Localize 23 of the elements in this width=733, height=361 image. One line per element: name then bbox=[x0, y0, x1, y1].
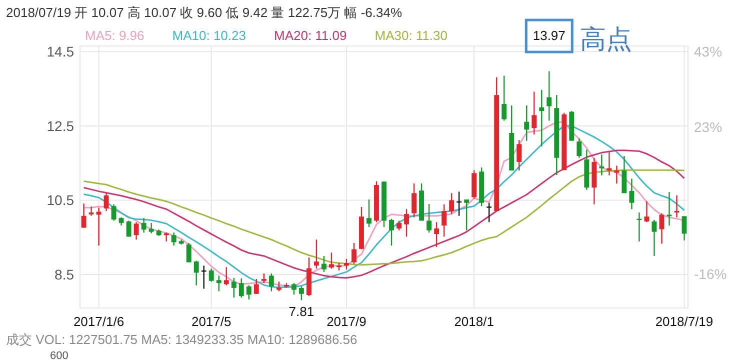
annotation-box: 13.97 bbox=[524, 18, 574, 54]
x-tick-label: 2017/1/6 bbox=[73, 314, 124, 329]
text: MA30: 11.30 bbox=[374, 28, 448, 43]
annotation: 高点 bbox=[580, 24, 632, 54]
text: MA10: 10.23 bbox=[172, 28, 246, 43]
x-tick-label: 2017/5 bbox=[191, 314, 232, 329]
y-tick-label: 14.5 bbox=[46, 44, 74, 60]
y-tick-label: 12.5 bbox=[46, 118, 74, 134]
text: MA20: 11.09 bbox=[274, 28, 347, 43]
x-tick-label: 2017/9 bbox=[326, 314, 366, 329]
y2-tick-label: -16% bbox=[694, 266, 727, 282]
annotation: 13.97 bbox=[532, 28, 566, 43]
y2-tick-label: 43% bbox=[694, 44, 722, 60]
y-tick-label: 8.5 bbox=[54, 266, 74, 283]
chart-title: 2018/07/19 开 10.07 高 10.07 收 9.60 低 9.42 量 122.75万 幅 -6.34% bbox=[6, 5, 402, 20]
y2-tick-label: 23% bbox=[694, 119, 722, 136]
x-tick-label: 2018/1 bbox=[454, 314, 494, 329]
text: 600 bbox=[50, 350, 68, 361]
text: 成交 VOL: 1227501.75 MA5: 1349233.35 MA10: 1289686.56 bbox=[6, 332, 358, 347]
text: MA5: 9.96 bbox=[85, 28, 144, 43]
x-tick-label: 2018/7/19 bbox=[655, 314, 714, 329]
annotation: 7.81 bbox=[288, 304, 314, 320]
y-tick-label: 10.5 bbox=[46, 192, 74, 208]
